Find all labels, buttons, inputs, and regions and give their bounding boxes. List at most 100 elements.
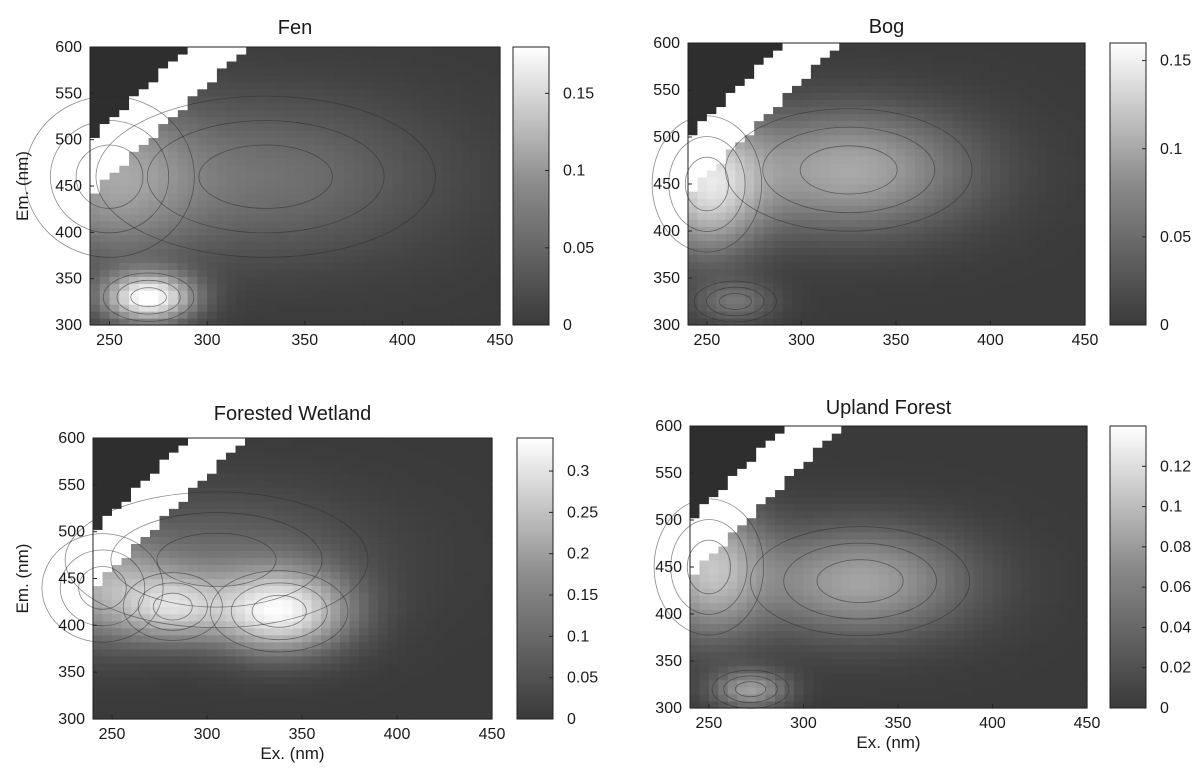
heatmap-cell bbox=[441, 137, 452, 145]
heatmap-cell bbox=[169, 592, 180, 601]
heatmap-cell bbox=[962, 99, 973, 108]
heatmap-cell bbox=[451, 248, 462, 257]
heatmap-cell bbox=[197, 165, 208, 173]
heatmap-cell bbox=[451, 192, 462, 201]
heatmap-cell bbox=[353, 158, 364, 166]
heatmap-cell bbox=[744, 106, 755, 115]
heatmap-cell bbox=[93, 438, 104, 446]
heatmap-cell bbox=[848, 310, 859, 319]
heatmap-cell bbox=[716, 176, 727, 185]
heatmap-cell bbox=[359, 627, 370, 636]
heatmap-cell bbox=[168, 158, 179, 166]
heatmap-cell bbox=[402, 269, 413, 277]
heatmap-cell bbox=[480, 109, 491, 118]
heatmap-cell bbox=[188, 676, 199, 685]
heatmap-cell bbox=[431, 241, 443, 250]
heatmap-cell bbox=[886, 141, 897, 150]
heatmap-cell bbox=[302, 648, 313, 657]
heatmap-cell bbox=[292, 557, 303, 566]
heatmap-cell bbox=[254, 529, 265, 537]
heatmap-cell bbox=[363, 102, 374, 111]
heatmap-cell bbox=[226, 487, 237, 495]
heatmap-cell bbox=[480, 102, 491, 111]
heatmap-cell bbox=[112, 599, 123, 608]
heatmap-cell bbox=[129, 144, 140, 152]
heatmap-cell bbox=[295, 269, 306, 277]
heatmap-cell bbox=[302, 466, 313, 474]
heatmap-cell bbox=[292, 585, 303, 594]
heatmap-cell bbox=[168, 199, 179, 208]
heatmap-cell bbox=[990, 57, 1001, 65]
heatmap-cell bbox=[444, 711, 455, 720]
heatmap-cell bbox=[441, 74, 452, 83]
heatmap-cell bbox=[441, 109, 452, 118]
heatmap-cell bbox=[744, 92, 755, 100]
heatmap-cell bbox=[254, 473, 265, 481]
heatmap-cell bbox=[368, 704, 379, 713]
heatmap-cell bbox=[1028, 106, 1039, 115]
heatmap-cell bbox=[744, 148, 755, 157]
heatmap-cell bbox=[314, 144, 325, 152]
heatmap-cell bbox=[226, 192, 238, 201]
heatmap-cell bbox=[402, 53, 413, 62]
heatmap-cell bbox=[801, 254, 812, 263]
heatmap-cell bbox=[304, 137, 316, 145]
heatmap-cell bbox=[999, 289, 1010, 298]
heatmap-cell bbox=[829, 134, 840, 143]
heatmap-cell bbox=[340, 620, 351, 629]
heatmap-cell bbox=[275, 241, 286, 250]
heatmap-cell bbox=[373, 199, 384, 208]
heatmap-cell bbox=[716, 71, 727, 79]
heatmap-cell bbox=[490, 283, 501, 291]
heatmap-cell bbox=[197, 179, 208, 187]
heatmap-cell bbox=[112, 522, 123, 530]
heatmap-cell bbox=[216, 655, 227, 664]
heatmap-cell bbox=[119, 123, 130, 131]
heatmap-cell bbox=[216, 262, 228, 270]
heatmap-cell bbox=[435, 445, 446, 453]
heatmap-cell bbox=[858, 127, 869, 136]
heatmap-cell bbox=[460, 165, 472, 173]
heatmap-cell bbox=[820, 50, 831, 58]
heatmap-cell bbox=[321, 571, 332, 580]
heatmap-cell bbox=[285, 130, 296, 138]
heatmap-cell bbox=[1075, 198, 1086, 206]
heatmap-cell bbox=[275, 165, 286, 173]
heatmap-cell bbox=[235, 501, 246, 509]
heatmap-cell bbox=[177, 269, 189, 277]
heatmap-cell bbox=[254, 480, 265, 488]
heatmap-cell bbox=[102, 704, 113, 713]
heatmap-cell bbox=[754, 57, 765, 65]
heatmap-cell bbox=[90, 151, 101, 159]
heatmap-cell bbox=[321, 641, 332, 650]
heatmap-cell bbox=[236, 220, 247, 229]
heatmap-cell bbox=[412, 172, 423, 180]
heatmap-cell bbox=[905, 184, 916, 192]
heatmap-cell bbox=[324, 255, 335, 264]
heatmap-cell bbox=[1056, 43, 1067, 51]
heatmap-cell bbox=[158, 179, 169, 187]
heatmap-cell bbox=[207, 445, 218, 453]
heatmap-cell bbox=[773, 268, 784, 277]
heatmap-cell bbox=[295, 192, 306, 201]
heatmap-cell bbox=[905, 85, 916, 93]
heatmap-cell bbox=[962, 289, 973, 298]
heatmap-cell bbox=[1028, 233, 1039, 241]
heatmap-cell bbox=[158, 255, 169, 264]
heatmap-cell bbox=[763, 247, 774, 256]
heatmap-cell bbox=[416, 655, 427, 664]
heatmap-cell bbox=[435, 704, 446, 713]
heatmap-cell bbox=[330, 578, 341, 587]
heatmap-cell bbox=[382, 276, 394, 284]
heatmap-cell bbox=[109, 241, 120, 250]
heatmap-cell bbox=[971, 247, 982, 256]
heatmap-cell bbox=[254, 655, 265, 664]
heatmap-cell bbox=[858, 317, 869, 326]
heatmap-cell bbox=[744, 282, 755, 291]
heatmap-cell bbox=[138, 290, 150, 298]
heatmap-cell bbox=[216, 130, 228, 138]
heatmap-cell bbox=[226, 234, 238, 243]
heatmap-cell bbox=[158, 283, 169, 291]
colorbar-tick-label: 0 bbox=[1160, 317, 1169, 334]
heatmap-cell bbox=[877, 240, 888, 249]
